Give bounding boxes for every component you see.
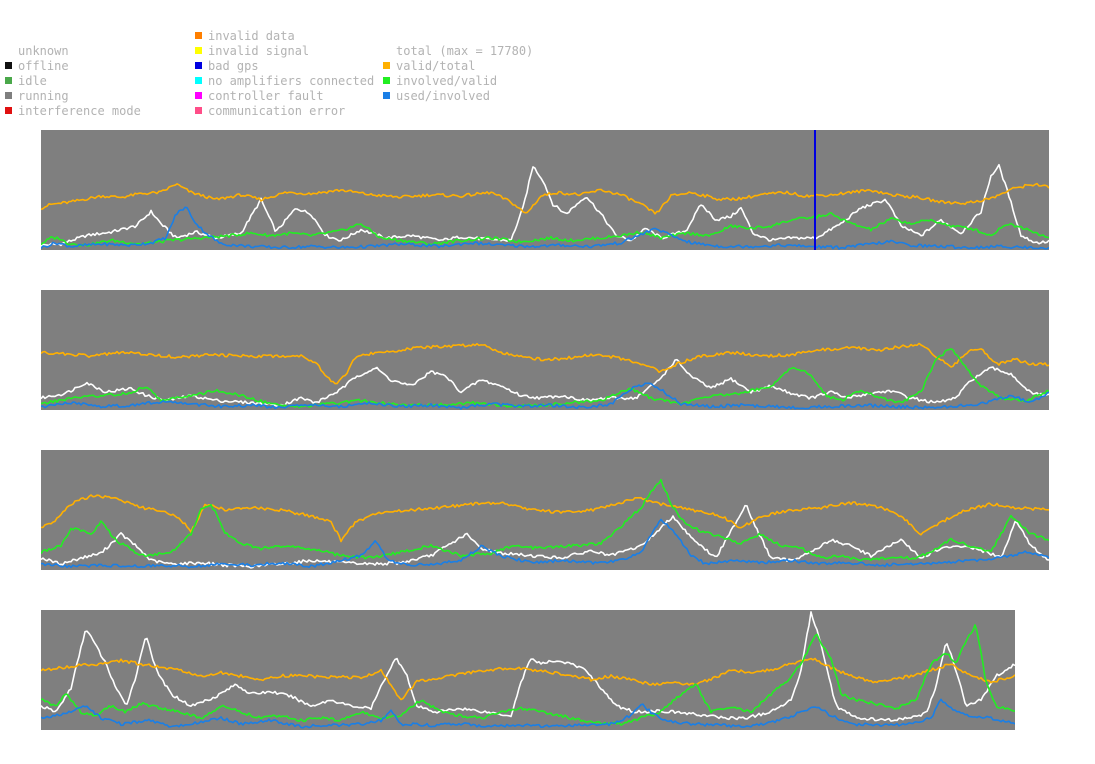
- legend-swatch: [383, 77, 390, 84]
- legend-swatch: [5, 107, 12, 114]
- series-line-used-involved: [41, 518, 1049, 569]
- chart-panel-1: [41, 130, 1049, 250]
- series-line-used-involved: [41, 698, 1015, 729]
- legend-swatch: [195, 92, 202, 99]
- legend-label: invalid signal: [208, 44, 310, 58]
- legend-label: involved/valid: [396, 74, 498, 88]
- legend-label: offline: [18, 59, 69, 73]
- legend-label: unknown: [18, 44, 69, 58]
- legend-swatch: [5, 62, 12, 69]
- legend-label: bad gps: [208, 59, 259, 73]
- chart-panel-2: [41, 290, 1049, 410]
- legend-label: idle: [18, 74, 47, 88]
- legend-swatch: [195, 77, 202, 84]
- legend-swatch: [5, 77, 12, 84]
- legend-swatch: [195, 107, 202, 114]
- plot-background: [41, 450, 1049, 570]
- legend-swatch: [5, 92, 12, 99]
- series-line-valid-total: [41, 494, 1049, 543]
- legend: unknown offline idle running interference mo…: [0, 0, 1095, 125]
- legend-label: invalid data: [208, 29, 295, 43]
- legend-swatch: [195, 47, 202, 54]
- legend-label: no amplifiers connected: [208, 74, 375, 88]
- legend-swatch: [383, 62, 390, 69]
- series-line-valid-total: [41, 342, 1049, 385]
- legend-label: controller fault: [208, 89, 324, 103]
- series-line-valid-total: [41, 182, 1049, 215]
- legend-label: valid/total: [396, 59, 476, 73]
- series-line-total: [41, 358, 1049, 408]
- legend-swatch: [383, 92, 390, 99]
- legend-label: running: [18, 89, 69, 103]
- series-line-involved-valid: [41, 624, 1015, 726]
- legend-label: total (max = 17780): [396, 44, 534, 58]
- legend-label: used/involved: [396, 89, 490, 103]
- plot-background: [41, 610, 1015, 730]
- series-line-total: [41, 504, 1049, 569]
- plot-background: [41, 130, 1049, 250]
- chart-panel-4: [41, 610, 1015, 730]
- legend-label: communication error: [208, 104, 346, 118]
- legend-swatch: [195, 32, 202, 39]
- series-line-involved-valid: [41, 211, 1049, 247]
- series-line-used-involved: [41, 382, 1049, 410]
- series-line-used-involved: [41, 206, 1049, 250]
- legend-label: interference mode: [18, 104, 141, 118]
- chart-panel-3: [41, 450, 1049, 570]
- series-line-total: [41, 611, 1015, 722]
- series-line-valid-total: [41, 657, 1015, 701]
- series-line-total: [41, 163, 1049, 247]
- series-line-involved-valid: [41, 478, 1049, 562]
- legend-swatch: [195, 62, 202, 69]
